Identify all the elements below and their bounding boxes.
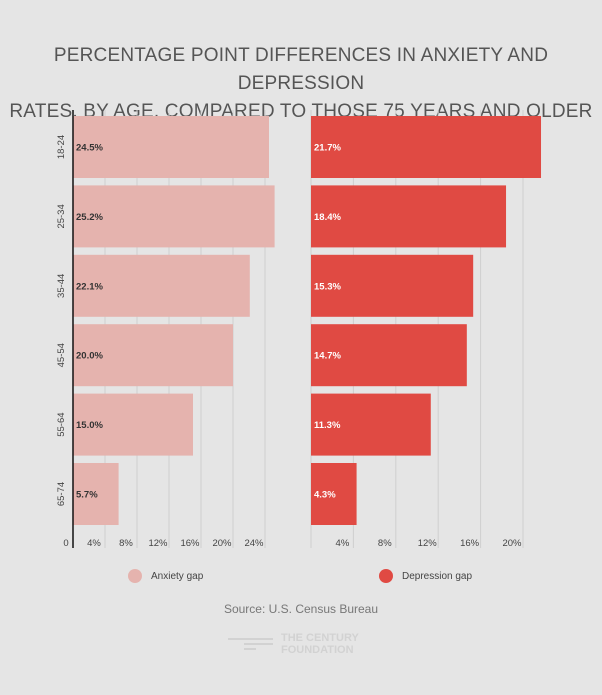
data-label: 15.0% [76,420,103,431]
depression-bar [311,393,431,456]
category-label: 18-24 [56,135,67,159]
category-label: 45-54 [56,343,67,367]
tick-label: 12% [418,538,438,549]
tick-label: 4% [336,538,350,549]
data-label: 14.7% [314,351,341,362]
data-label: 4.3% [314,490,336,501]
category-label: 65-74 [56,482,67,506]
anxiety-bar [73,116,269,178]
source-note: Source: U.S. Census Bureau [223,602,379,616]
legend-depression: Depression gap [379,569,472,583]
tick-label: 16% [180,538,200,549]
tick-label: 20% [212,538,232,549]
tick-label: 16% [460,538,480,549]
anxiety-bar [73,393,193,456]
anxiety-bar [73,185,275,248]
depression-bar [311,463,357,525]
century-foundation-logo: THE CENTURY FOUNDATION [228,632,359,656]
depression-bar [311,185,507,248]
depression-bar [311,116,542,178]
data-label: 25.2% [76,212,103,223]
tick-label: 4% [87,538,101,549]
tick-label: 8% [378,538,392,549]
logo-text-1: THE CENTURY [281,632,359,644]
anxiety-legend-swatch [128,569,142,583]
data-label: 5.7% [76,490,98,501]
data-label: 15.3% [314,281,341,292]
depression-legend-swatch [379,569,393,583]
tick-label: 12% [148,538,168,549]
tick-label: 24% [244,538,264,549]
anxiety-bar [73,254,250,317]
logo-mark [228,635,273,653]
data-label: 11.3% [314,420,341,431]
legend-anxiety: Anxiety gap [128,569,203,583]
tick-label: 0 [63,538,68,549]
tick-label: 8% [119,538,133,549]
data-label: 20.0% [76,351,103,362]
data-label: 21.7% [314,143,341,154]
title-line-1: PERCENTAGE POINT DIFFERENCES IN ANXIETY … [53,45,549,94]
category-label: 55-64 [56,412,67,436]
data-label: 18.4% [314,212,341,223]
category-label: 35-44 [56,274,67,298]
anxiety-bar [73,324,233,387]
bar-chart: 0 4% 8% 12% 16% 20% 24% 24.5% 25.2% 22.1% 20.0% 15.… [56,110,542,549]
category-label: 25-34 [56,204,67,228]
depression-bar [311,324,467,387]
depression-legend-label: Depression gap [402,570,473,582]
depression-bar [311,254,474,317]
anxiety-legend-label: Anxiety gap [151,570,204,582]
logo-text-2: FOUNDATION [281,644,354,656]
data-label: 22.1% [76,281,103,292]
anxiety-bar [73,463,119,525]
data-label: 24.5% [76,143,103,154]
tick-label: 20% [502,538,522,549]
